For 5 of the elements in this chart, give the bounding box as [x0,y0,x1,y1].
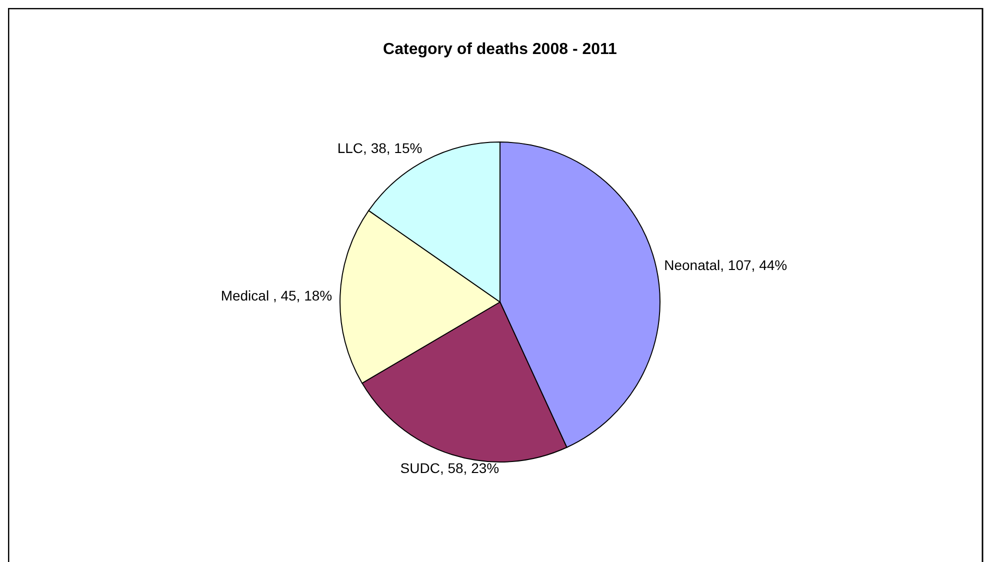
slice-label: Neonatal, 107, 44% [664,256,788,273]
chart-title: Category of deaths 2008 - 2011 [383,41,618,58]
slice-label: Medical , 45, 18% [220,287,332,304]
slice-label: SUDC, 58, 23% [400,460,500,476]
slice-label: LLC, 38, 15% [337,140,422,156]
